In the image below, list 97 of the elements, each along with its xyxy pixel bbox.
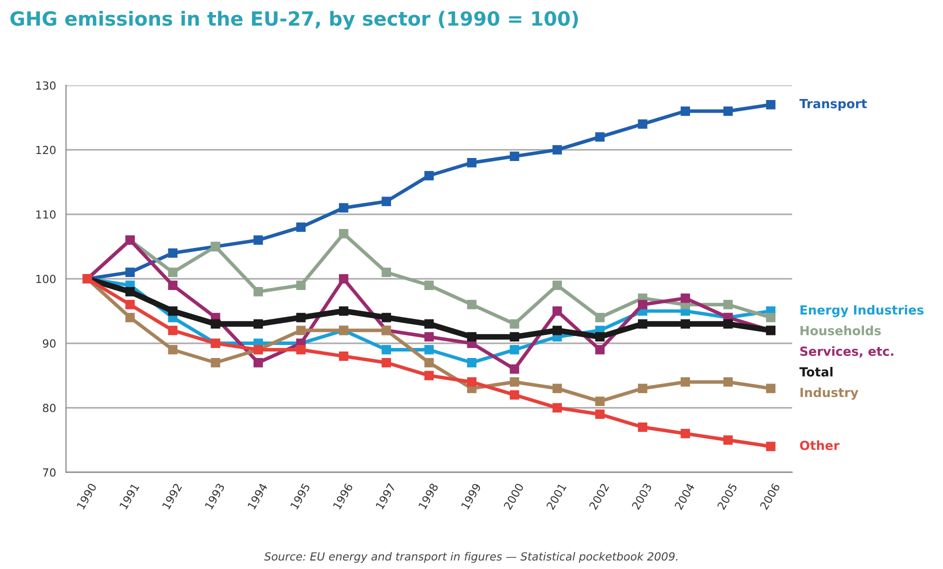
point xyxy=(168,306,178,316)
point xyxy=(338,228,348,238)
point xyxy=(338,274,348,284)
point xyxy=(424,280,434,290)
point xyxy=(467,377,476,387)
point xyxy=(510,332,520,342)
point xyxy=(382,196,392,206)
point xyxy=(424,345,434,354)
point xyxy=(595,132,605,142)
point xyxy=(168,326,178,336)
point xyxy=(680,377,690,387)
point xyxy=(595,312,605,322)
point xyxy=(552,326,562,336)
point xyxy=(467,332,476,342)
point xyxy=(766,384,776,394)
point xyxy=(125,312,135,322)
point xyxy=(254,358,263,368)
text: Other xyxy=(800,440,840,450)
point xyxy=(723,435,733,445)
source-note: Source: EU energy and transport in figures — Statistical pocketbook 2009. xyxy=(264,552,678,563)
point xyxy=(680,106,690,116)
point xyxy=(552,403,562,412)
point xyxy=(168,345,178,354)
point xyxy=(125,268,135,278)
point xyxy=(510,390,520,400)
point xyxy=(723,319,733,329)
point xyxy=(595,345,605,354)
point xyxy=(467,158,476,168)
point xyxy=(296,280,306,290)
point xyxy=(296,222,306,232)
point xyxy=(296,326,306,336)
y-tick-label: 130 xyxy=(36,81,56,90)
text: Services, etc. xyxy=(800,346,894,358)
point xyxy=(424,319,434,329)
point xyxy=(382,358,392,368)
point xyxy=(296,345,306,354)
point xyxy=(424,332,434,342)
point xyxy=(254,235,263,245)
point xyxy=(723,106,733,116)
point xyxy=(595,410,605,419)
point xyxy=(467,358,476,368)
point xyxy=(680,428,690,438)
point xyxy=(510,377,520,387)
point xyxy=(210,319,220,329)
point xyxy=(552,145,562,155)
point xyxy=(638,119,648,129)
point xyxy=(338,306,348,316)
point xyxy=(254,287,263,296)
y-tick-label: 90 xyxy=(42,339,56,348)
point xyxy=(638,422,648,432)
text: Households xyxy=(800,326,881,336)
point xyxy=(125,287,135,296)
point xyxy=(595,396,605,406)
point xyxy=(168,268,178,278)
point xyxy=(254,319,263,329)
y-tick-label: 70 xyxy=(43,468,56,477)
y-tick-label: 80 xyxy=(42,404,56,412)
point xyxy=(638,384,648,394)
point xyxy=(510,345,520,354)
point xyxy=(766,312,776,322)
point xyxy=(723,377,733,387)
point xyxy=(168,280,178,290)
point xyxy=(680,319,690,329)
point xyxy=(382,268,392,278)
point xyxy=(552,384,562,394)
point xyxy=(338,203,348,213)
point xyxy=(552,280,562,290)
point xyxy=(510,319,520,329)
point xyxy=(595,332,605,342)
text: Industry xyxy=(800,388,858,400)
y-tick-label: 110 xyxy=(36,210,56,219)
point xyxy=(210,358,220,368)
chart-title: GHG emissions in the EU-27, by sector (1990 = 100) xyxy=(10,10,578,30)
text: Total xyxy=(799,366,832,377)
point xyxy=(467,300,476,310)
point xyxy=(766,442,776,452)
point xyxy=(638,319,648,329)
point xyxy=(424,170,434,180)
point xyxy=(168,248,178,258)
point xyxy=(766,100,776,110)
point xyxy=(382,345,392,354)
point xyxy=(510,152,520,161)
point xyxy=(424,358,434,368)
point xyxy=(510,364,520,374)
point xyxy=(552,306,562,316)
point xyxy=(338,352,348,361)
series-label: Transport xyxy=(799,99,867,111)
point xyxy=(638,300,648,310)
point xyxy=(723,300,733,310)
y-tick-label: 120 xyxy=(36,146,56,154)
point xyxy=(680,293,690,303)
y-tick-label: 100 xyxy=(36,274,56,284)
point xyxy=(125,300,135,310)
point xyxy=(382,312,392,322)
point xyxy=(296,312,306,322)
text: Energy Industries xyxy=(800,304,924,318)
point xyxy=(424,370,434,380)
